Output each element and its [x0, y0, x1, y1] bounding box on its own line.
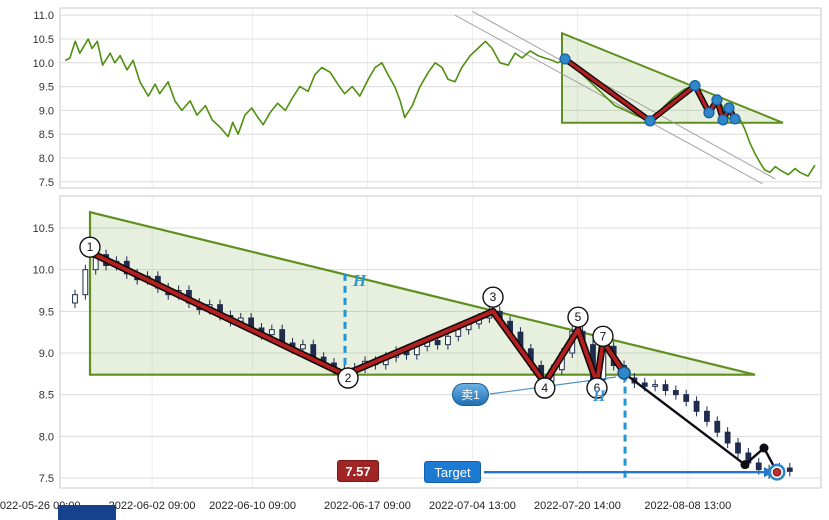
candle-body — [268, 329, 275, 336]
zigzag-line — [89, 250, 627, 385]
y-tick-label: 8.5 — [39, 390, 54, 402]
wave-marker — [79, 236, 101, 258]
wave-marker — [567, 306, 589, 328]
projected-height-label: H — [593, 388, 606, 405]
candle-body — [714, 420, 721, 433]
pivot-dot — [644, 115, 656, 127]
panel-border — [59, 7, 822, 189]
target-label-flag: Target — [424, 461, 481, 483]
y-tick-label: 10.5 — [33, 34, 54, 46]
wave-number: 3 — [490, 290, 497, 304]
candle-body — [704, 410, 710, 422]
y-tick-label: 8.5 — [39, 129, 54, 141]
x-tick-label: 2022-06-17 09:00 — [324, 500, 411, 512]
wave-marker — [592, 325, 614, 348]
sell-signal-text: 卖1 — [461, 388, 480, 402]
x-tick-label: 2022-07-04 13:00 — [429, 500, 516, 512]
panel-background — [60, 196, 821, 488]
candle-body — [672, 390, 679, 396]
candle-body — [683, 394, 690, 402]
triangle-height-label: H — [353, 271, 367, 290]
candle-body — [755, 462, 762, 471]
bottom-scrollbar-handle[interactable] — [58, 505, 116, 520]
y-tick-label: 9.0 — [39, 105, 54, 117]
candle-body — [693, 400, 700, 412]
wave-marker — [586, 377, 608, 399]
candle-body — [434, 340, 441, 346]
candle-body — [445, 335, 451, 346]
trend-channel-line — [472, 10, 776, 180]
y-tick-label: 9.5 — [39, 306, 54, 318]
x-tick-label: 2022-06-10 09:00 — [209, 500, 296, 512]
wave-marker — [482, 286, 504, 308]
x-tick-label: 2022-08-08 13:00 — [644, 500, 731, 512]
candle-body — [72, 294, 78, 304]
target-label-text: Target — [434, 464, 471, 480]
wave-number: 2 — [345, 371, 352, 385]
candle-body — [786, 467, 793, 472]
candle-body — [82, 269, 89, 296]
y-tick-label: 7.5 — [39, 473, 54, 485]
y-tick-label: 10.0 — [33, 265, 54, 277]
pivot-dot — [717, 114, 729, 126]
candle-body — [662, 384, 669, 391]
candle-body — [300, 344, 306, 350]
wave-marker — [337, 367, 359, 389]
wave-number: 6 — [594, 381, 601, 395]
candle-body — [652, 384, 659, 387]
projection-dot — [740, 460, 750, 470]
candle-body — [735, 442, 741, 454]
target-point-dot — [772, 467, 782, 477]
panel-border — [59, 195, 822, 489]
candle-body — [641, 382, 648, 387]
pivot-dot — [689, 80, 701, 92]
y-tick-label: 9.5 — [39, 82, 54, 94]
sell-signal-bubble[interactable]: 卖1 — [452, 383, 489, 406]
pivot-dot — [703, 107, 715, 119]
y-tick-label: 10.5 — [33, 223, 54, 235]
wave-number: 5 — [575, 310, 582, 324]
y-tick-label: 7.5 — [39, 177, 54, 189]
y-tick-label: 10.0 — [33, 58, 54, 70]
wave-marker — [534, 377, 556, 399]
y-tick-label: 9.0 — [39, 348, 54, 360]
pivot-dot — [559, 53, 571, 65]
y-tick-label: 11.0 — [33, 10, 54, 22]
x-tick-label: 2022-07-20 14:00 — [534, 500, 621, 512]
pivot-dot — [711, 94, 723, 106]
projection-dot — [759, 443, 769, 453]
pivot-dot — [729, 113, 741, 125]
x-tick-label: 2022-06-02 09:00 — [109, 500, 196, 512]
wave-number: 1 — [87, 240, 94, 254]
breakdown-projection-path — [624, 372, 779, 473]
y-tick-label: 8.0 — [39, 153, 54, 165]
target-price-text: 7.57 — [345, 463, 371, 479]
pivot-dot — [723, 102, 735, 114]
wave-number: 4 — [541, 381, 548, 395]
candle-body — [724, 431, 731, 444]
y-tick-label: 8.0 — [39, 431, 54, 443]
breakout-dot — [617, 366, 631, 380]
target-price-flag: 7.57 — [337, 460, 379, 482]
wave-number: 7 — [600, 329, 607, 343]
